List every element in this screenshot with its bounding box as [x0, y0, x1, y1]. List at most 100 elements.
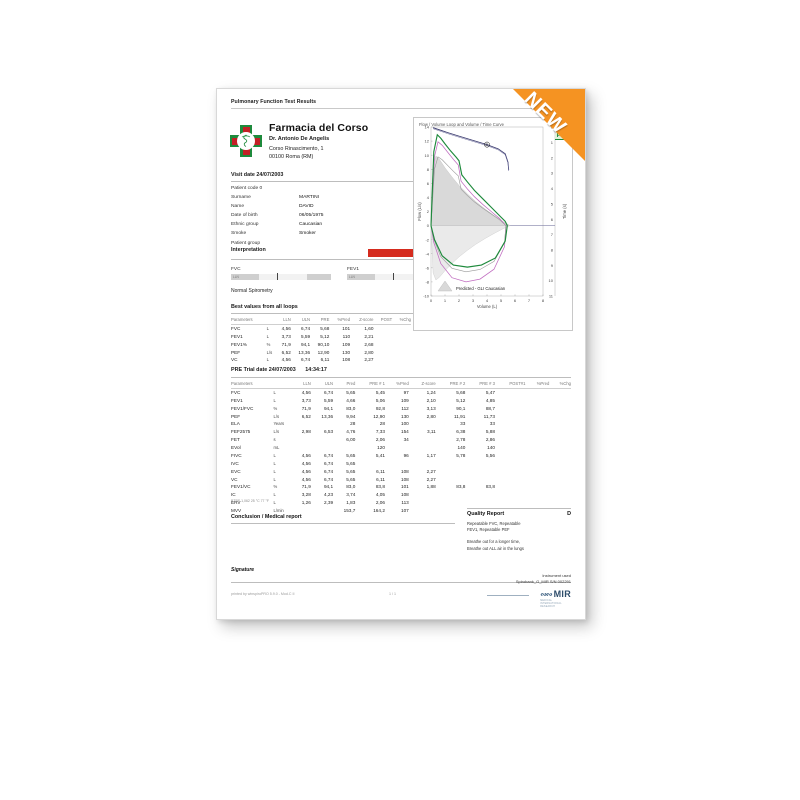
table-row: ELA Years 28 28 100 33 33 [231, 420, 571, 428]
cell-zscore: 2,10 [426, 397, 436, 403]
quality-report-title: Quality Report [467, 511, 505, 517]
cell-pre2: 11,91 [453, 413, 466, 419]
cell-post1 [495, 491, 525, 499]
cell-post [373, 348, 392, 356]
cell-pctpred2 [525, 452, 549, 460]
cell-post1 [495, 459, 525, 467]
pre-trial-table: Parameters LLN ULN Pred PRE # 1 %Pred Z-score P… [231, 381, 571, 515]
cell-pctpred1: 101 [400, 484, 409, 490]
brand-logo: ∾∾ MIR MEDICAL INTERNATIONAL RESEARCH [540, 589, 571, 608]
svg-text:Predicted - GLI Caucasian: Predicted - GLI Caucasian [456, 286, 506, 291]
svg-text:2: 2 [427, 209, 430, 214]
cell-lln [294, 436, 311, 444]
column-header: %Pred [525, 381, 550, 389]
quality-advice-line: Breathe out ALL air in the lungs [467, 545, 524, 551]
cell-post1 [495, 452, 525, 460]
cell-pctpred1: 96 [403, 452, 409, 458]
pre-trial-heading: PRE Trial date 24/07/2003 14:34:17 [231, 367, 327, 373]
cell-pre1 [355, 459, 385, 467]
cell-pred: 153,7 [343, 508, 356, 514]
instrument-value: Spirobank_G_MIR S/N 002291 [515, 578, 571, 584]
cell-param: VC [231, 476, 238, 482]
cell-pre1: 2,06 [375, 500, 385, 506]
cell-uln: 6,74 [323, 452, 334, 458]
cell-zscore [409, 507, 436, 515]
cell-post [373, 340, 392, 348]
cell-pred: 9,94 [346, 413, 356, 419]
cell-uln: 94,1 [323, 405, 334, 411]
cell-pctpred1 [385, 459, 409, 467]
best-values-heading: Best values from all loops [231, 304, 298, 310]
table-row: EVC L 4,56 6,74 5,65 6,11 108 2,27 [231, 467, 571, 475]
column-header: %Pred [384, 381, 409, 389]
table-row: FEV1 L 3,73 5,59 4,66 5,06 109 2,10 5,12 4,85 [231, 396, 571, 404]
interpretation-result: Normal Spirometry [231, 288, 273, 294]
column-header: Pred [333, 381, 356, 389]
cell-unit: % [273, 405, 278, 411]
cell-zscore [409, 436, 436, 444]
table-row: FVC L 4,56 6,74 5,65 5,45 97 1,24 5,68 5,47 [231, 388, 571, 396]
cell-pctchg [549, 404, 571, 412]
visit-divider [231, 181, 571, 182]
cell-uln [311, 420, 333, 428]
table-row: IC L 3,28 4,23 3,74 4,05 108 [231, 491, 571, 499]
cell-uln: 94,1 [323, 484, 334, 490]
column-header: Parameters [231, 317, 267, 325]
mir-wave-icon: ∾∾ [540, 589, 552, 599]
cell-pctpred2 [525, 388, 549, 396]
cell-lln: 1,26 [301, 500, 311, 506]
column-header: POST#1 [494, 381, 526, 389]
patient-field: Patient group [231, 241, 413, 250]
cell-pre2 [436, 475, 466, 483]
cell-param: FET [231, 437, 240, 443]
column-header [266, 317, 276, 325]
svg-text:10: 10 [549, 278, 554, 283]
column-header: Z-score [408, 381, 436, 389]
svg-text:9: 9 [551, 263, 554, 268]
cell-pre1: 92,8 [375, 405, 385, 411]
cell-pred: 1,83 [346, 500, 356, 506]
svg-text:4: 4 [551, 186, 554, 191]
cell-pre2 [436, 507, 466, 515]
cell-uln [311, 507, 333, 515]
footer-page-number: 1 / 1 [389, 592, 396, 596]
cell-zscore [409, 444, 436, 452]
table-row: FIVC L 4,56 6,74 5,65 5,41 96 1,17 5,78 5,56 [231, 452, 571, 460]
cell-post1 [495, 420, 525, 428]
cell-uln: 94,1 [300, 341, 311, 347]
cell-post1 [495, 499, 525, 507]
cell-pctchg [549, 475, 571, 483]
cell-pctchg [549, 483, 571, 491]
svg-text:-8: -8 [425, 280, 429, 285]
svg-text:3: 3 [472, 298, 475, 303]
column-header: LLN [275, 317, 291, 325]
patient-field-key: Date of birth [231, 213, 258, 219]
cell-pre3: 33 [489, 421, 495, 427]
svg-text:Flow (L/s): Flow (L/s) [417, 202, 422, 221]
cell-zscore: 2,80 [426, 413, 436, 419]
cell-pred: 5,65 [346, 389, 356, 395]
cell-uln: 5,59 [300, 333, 311, 339]
cell-param: FIVC [231, 452, 242, 458]
svg-text:-10: -10 [423, 294, 430, 299]
cell-unit: mL [273, 445, 280, 451]
svg-text:8: 8 [551, 248, 554, 253]
svg-text:Volume (L): Volume (L) [477, 304, 498, 309]
cell-post [373, 324, 392, 332]
clinic-address-2: 00100 Roma (RM) [269, 154, 314, 160]
cell-pctpred1: 108 [400, 468, 409, 474]
cell-unit: L [273, 468, 276, 474]
cell-zscore [409, 459, 436, 467]
quality-lines: Repeatable FVC, Repeatable FEV1, Repeatab… [467, 521, 571, 533]
cell-pre1: 83,8 [375, 484, 385, 490]
table-row: PEF L/s 6,52 13,36 12,90 130 2,80 [231, 348, 411, 356]
patient-field-key: Surname [231, 195, 251, 201]
column-header: PRE # 1 [355, 381, 385, 389]
cell-param: PEF [231, 413, 241, 419]
cell-pctpred2 [525, 420, 549, 428]
cell-pre2: 140 [457, 445, 466, 451]
brand-name: MIR [553, 589, 571, 599]
cell-pctchg [549, 428, 571, 436]
cell-pred: 5,65 [346, 460, 356, 466]
cell-zscore: 2,27 [426, 468, 436, 474]
